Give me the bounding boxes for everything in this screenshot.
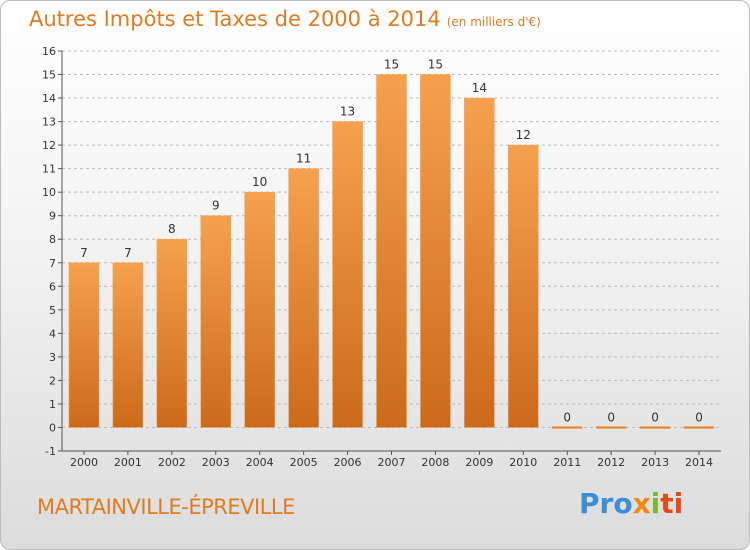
y-tick-label: 3 <box>49 351 56 364</box>
y-tick-label: 5 <box>49 304 56 317</box>
y-tick-label: 11 <box>42 163 56 176</box>
bar-2013 <box>639 426 671 429</box>
bar-2014 <box>683 426 715 429</box>
bar-2010 <box>508 144 539 428</box>
x-tick-label-2011: 2011 <box>553 456 581 469</box>
y-tick-label: 1 <box>49 398 56 411</box>
x-tick-label-2008: 2008 <box>421 456 449 469</box>
value-label-2012: 0 <box>607 410 615 424</box>
proxiti-logo: Proxiti <box>579 487 683 520</box>
value-label-2010: 12 <box>516 128 531 142</box>
value-label-2014: 0 <box>695 410 703 424</box>
x-tick-label-2012: 2012 <box>597 456 625 469</box>
x-tick-label-2013: 2013 <box>641 456 669 469</box>
value-label-2003: 9 <box>212 199 220 213</box>
value-label-2000: 7 <box>80 246 88 260</box>
logo-part-2: x <box>632 487 651 520</box>
logo-part-3: i <box>650 487 661 520</box>
x-tick-label-2004: 2004 <box>246 456 274 469</box>
x-tick-label-2010: 2010 <box>509 456 537 469</box>
value-labels: 7 7 8 9 10 11 13 15 15 14 12 0 0 0 0 <box>80 58 703 425</box>
bar-2008 <box>420 74 451 428</box>
value-label-2009: 14 <box>472 81 487 95</box>
chart-subtitle: (en milliers d'€) <box>446 15 541 29</box>
x-tick-label-2006: 2006 <box>334 456 362 469</box>
y-tick-label: 9 <box>49 210 56 223</box>
chart-title: Autres Impôts et Taxes de 2000 à 2014 (en… <box>29 7 541 31</box>
bar-2005 <box>288 168 319 428</box>
bar-2003 <box>200 215 232 428</box>
bar-2002 <box>156 238 188 428</box>
value-label-2006: 13 <box>340 105 355 119</box>
bar-2007 <box>376 74 407 428</box>
logo-part-4: ti <box>660 487 684 520</box>
bar-2012 <box>595 426 627 429</box>
y-tick-label: 12 <box>42 139 56 152</box>
bar-2001 <box>112 262 144 428</box>
value-label-2011: 0 <box>563 410 571 424</box>
y-tick-label: 7 <box>49 257 56 270</box>
y-tick-label: 6 <box>49 280 56 293</box>
value-label-2007: 15 <box>384 58 399 72</box>
x-tick-label-2003: 2003 <box>202 456 230 469</box>
bar-2006 <box>332 121 363 428</box>
y-tick-label: 8 <box>49 233 56 246</box>
y-tick-label: 14 <box>42 92 56 105</box>
value-label-2005: 11 <box>296 152 311 166</box>
x-tick-label-2002: 2002 <box>158 456 186 469</box>
value-label-2002: 8 <box>168 222 176 236</box>
bar-2011 <box>551 426 583 429</box>
bar-2000 <box>68 262 100 428</box>
bars <box>68 74 715 429</box>
x-tick-label-2001: 2001 <box>114 456 142 469</box>
x-tick-label-2007: 2007 <box>378 456 406 469</box>
y-tick-label: -1 <box>45 445 56 458</box>
x-tick-label-2000: 2000 <box>70 456 98 469</box>
y-tick-label: 13 <box>42 116 56 129</box>
x-tick-label-2014: 2014 <box>685 456 713 469</box>
bar-2004 <box>244 191 275 428</box>
value-label-2008: 15 <box>428 58 443 72</box>
value-label-2004: 10 <box>252 175 267 189</box>
commune-name: MARTAINVILLE-ÉPREVILLE <box>37 495 295 519</box>
logo-part-1: Pro <box>579 487 633 520</box>
y-tick-label: 4 <box>49 327 56 340</box>
x-tick-label-2009: 2009 <box>465 456 493 469</box>
bar-2009 <box>464 97 495 428</box>
x-tick-label-2005: 2005 <box>290 456 318 469</box>
value-label-2013: 0 <box>651 410 659 424</box>
y-tick-label: 2 <box>49 374 56 387</box>
y-tick-label: 15 <box>42 69 56 82</box>
value-label-2001: 7 <box>124 246 132 260</box>
y-tick-label: 10 <box>42 186 56 199</box>
y-tick-label: 16 <box>42 45 56 58</box>
chart-title-text: Autres Impôts et Taxes de 2000 à 2014 <box>29 7 441 31</box>
y-tick-label: 0 <box>49 421 56 434</box>
